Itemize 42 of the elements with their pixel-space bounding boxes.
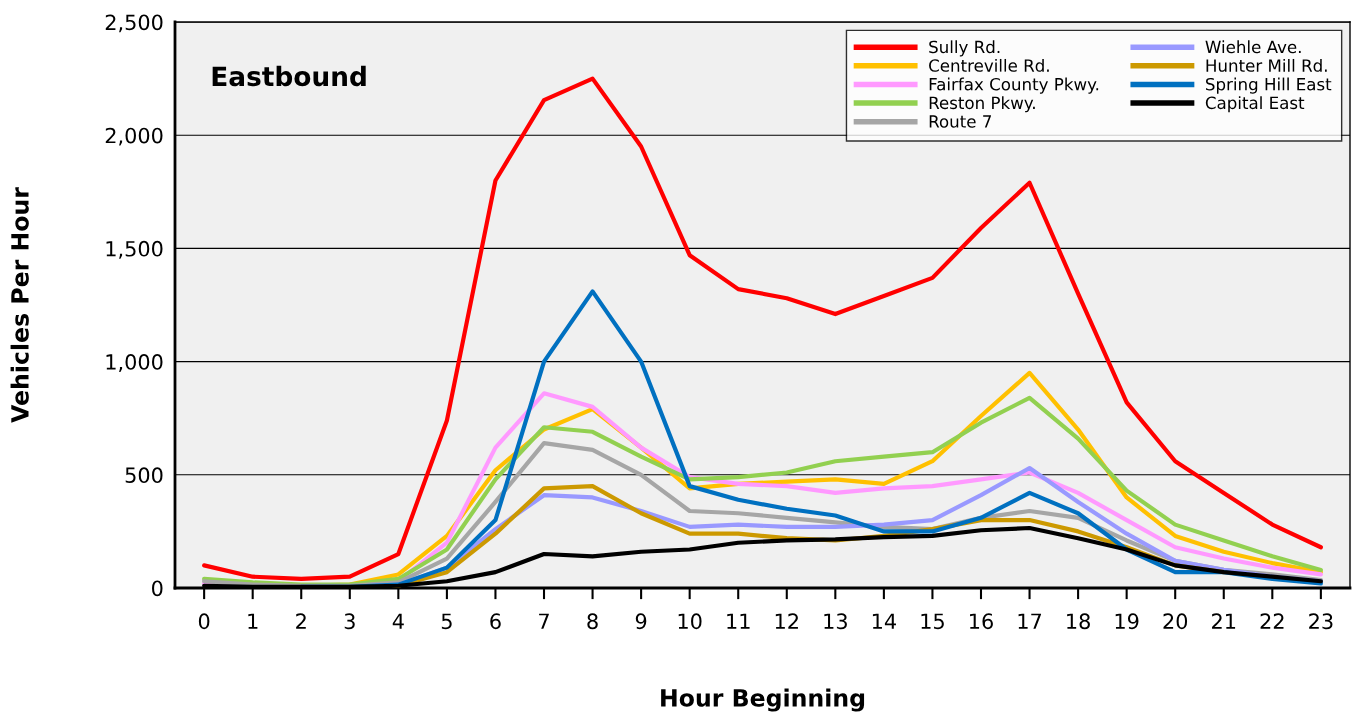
legend-label: Sully Rd.: [929, 40, 1000, 57]
y-tick-label: 1,000: [106, 354, 163, 372]
legend-label: Fairfax County Pkwy.: [929, 77, 1099, 94]
x-tick-label: 1: [248, 613, 258, 629]
x-tick-label: 17: [1018, 613, 1042, 629]
x-tick-label: 16: [970, 613, 993, 630]
legend-label: Hunter Mill Rd.: [1206, 58, 1327, 72]
legend-label: Route 7: [929, 115, 991, 128]
y-tick-label: 0: [152, 580, 163, 597]
x-tick-label: 20: [1163, 613, 1188, 630]
x-tick-label: 10: [678, 613, 702, 630]
x-tick-label: 14: [872, 613, 896, 629]
y-tick-label: 2,500: [105, 14, 163, 33]
x-tick-label: 19: [1115, 613, 1139, 630]
x-tick-label: 3: [344, 613, 355, 630]
x-tick-label: 18: [1067, 613, 1090, 630]
legend-label: Centreville Rd.: [929, 58, 1049, 72]
x-tick-label: 2: [296, 613, 306, 629]
legend-label: Wiehle Ave.: [1205, 40, 1301, 54]
x-tick-label: 23: [1309, 613, 1333, 630]
legend-label: Capital East: [1205, 96, 1305, 113]
x-tick-label: 15: [921, 613, 944, 630]
legend-label: Reston Pkwy.: [929, 96, 1035, 113]
x-tick-label: 6: [490, 613, 501, 630]
x-tick-label: 21: [1212, 613, 1236, 629]
x-tick-label: 22: [1260, 613, 1284, 629]
y-tick-label: 1,500: [106, 240, 163, 259]
x-tick-label: 0: [198, 613, 210, 630]
y-tick-label: 2,000: [105, 127, 163, 146]
x-axis-title: Hour Beginning: [661, 688, 865, 712]
legend-label: Spring Hill East: [1206, 77, 1332, 94]
x-tick-label: 4: [392, 613, 404, 629]
x-tick-label: 13: [824, 613, 847, 630]
x-tick-label: 12: [775, 613, 798, 629]
text: Eastbound: [212, 65, 366, 87]
x-tick-label: 5: [441, 613, 452, 630]
x-tick-label: 9: [635, 613, 647, 630]
y-tick-label: 500: [125, 467, 163, 484]
x-tick-label: 7: [539, 613, 549, 629]
y-axis-title: Vehicles Per Hour: [10, 187, 29, 423]
x-tick-label: 11: [727, 613, 750, 629]
x-tick-label: 8: [587, 613, 598, 630]
